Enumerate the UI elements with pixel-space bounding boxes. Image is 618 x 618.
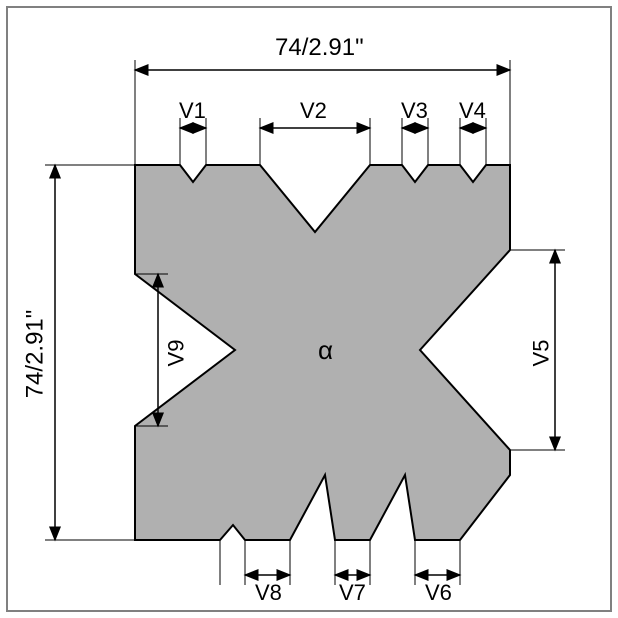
label-v3: V3 [401, 98, 428, 124]
label-v2: V2 [300, 98, 327, 124]
label-top-width: 74/2.91" [275, 34, 364, 62]
diagram-svg [0, 0, 618, 618]
label-v5: V5 [528, 340, 554, 367]
label-alpha: α [318, 335, 333, 366]
label-left-height: 74/2.91" [21, 310, 49, 399]
label-v7: V7 [339, 580, 366, 606]
label-v8: V8 [255, 580, 282, 606]
label-v4: V4 [459, 98, 486, 124]
label-v9: V9 [163, 340, 189, 367]
label-v6: V6 [425, 580, 452, 606]
label-v1: V1 [179, 98, 206, 124]
diagram-container: 74/2.91" 74/2.91" V1 V2 V3 V4 V5 V9 V6 V… [0, 0, 618, 618]
